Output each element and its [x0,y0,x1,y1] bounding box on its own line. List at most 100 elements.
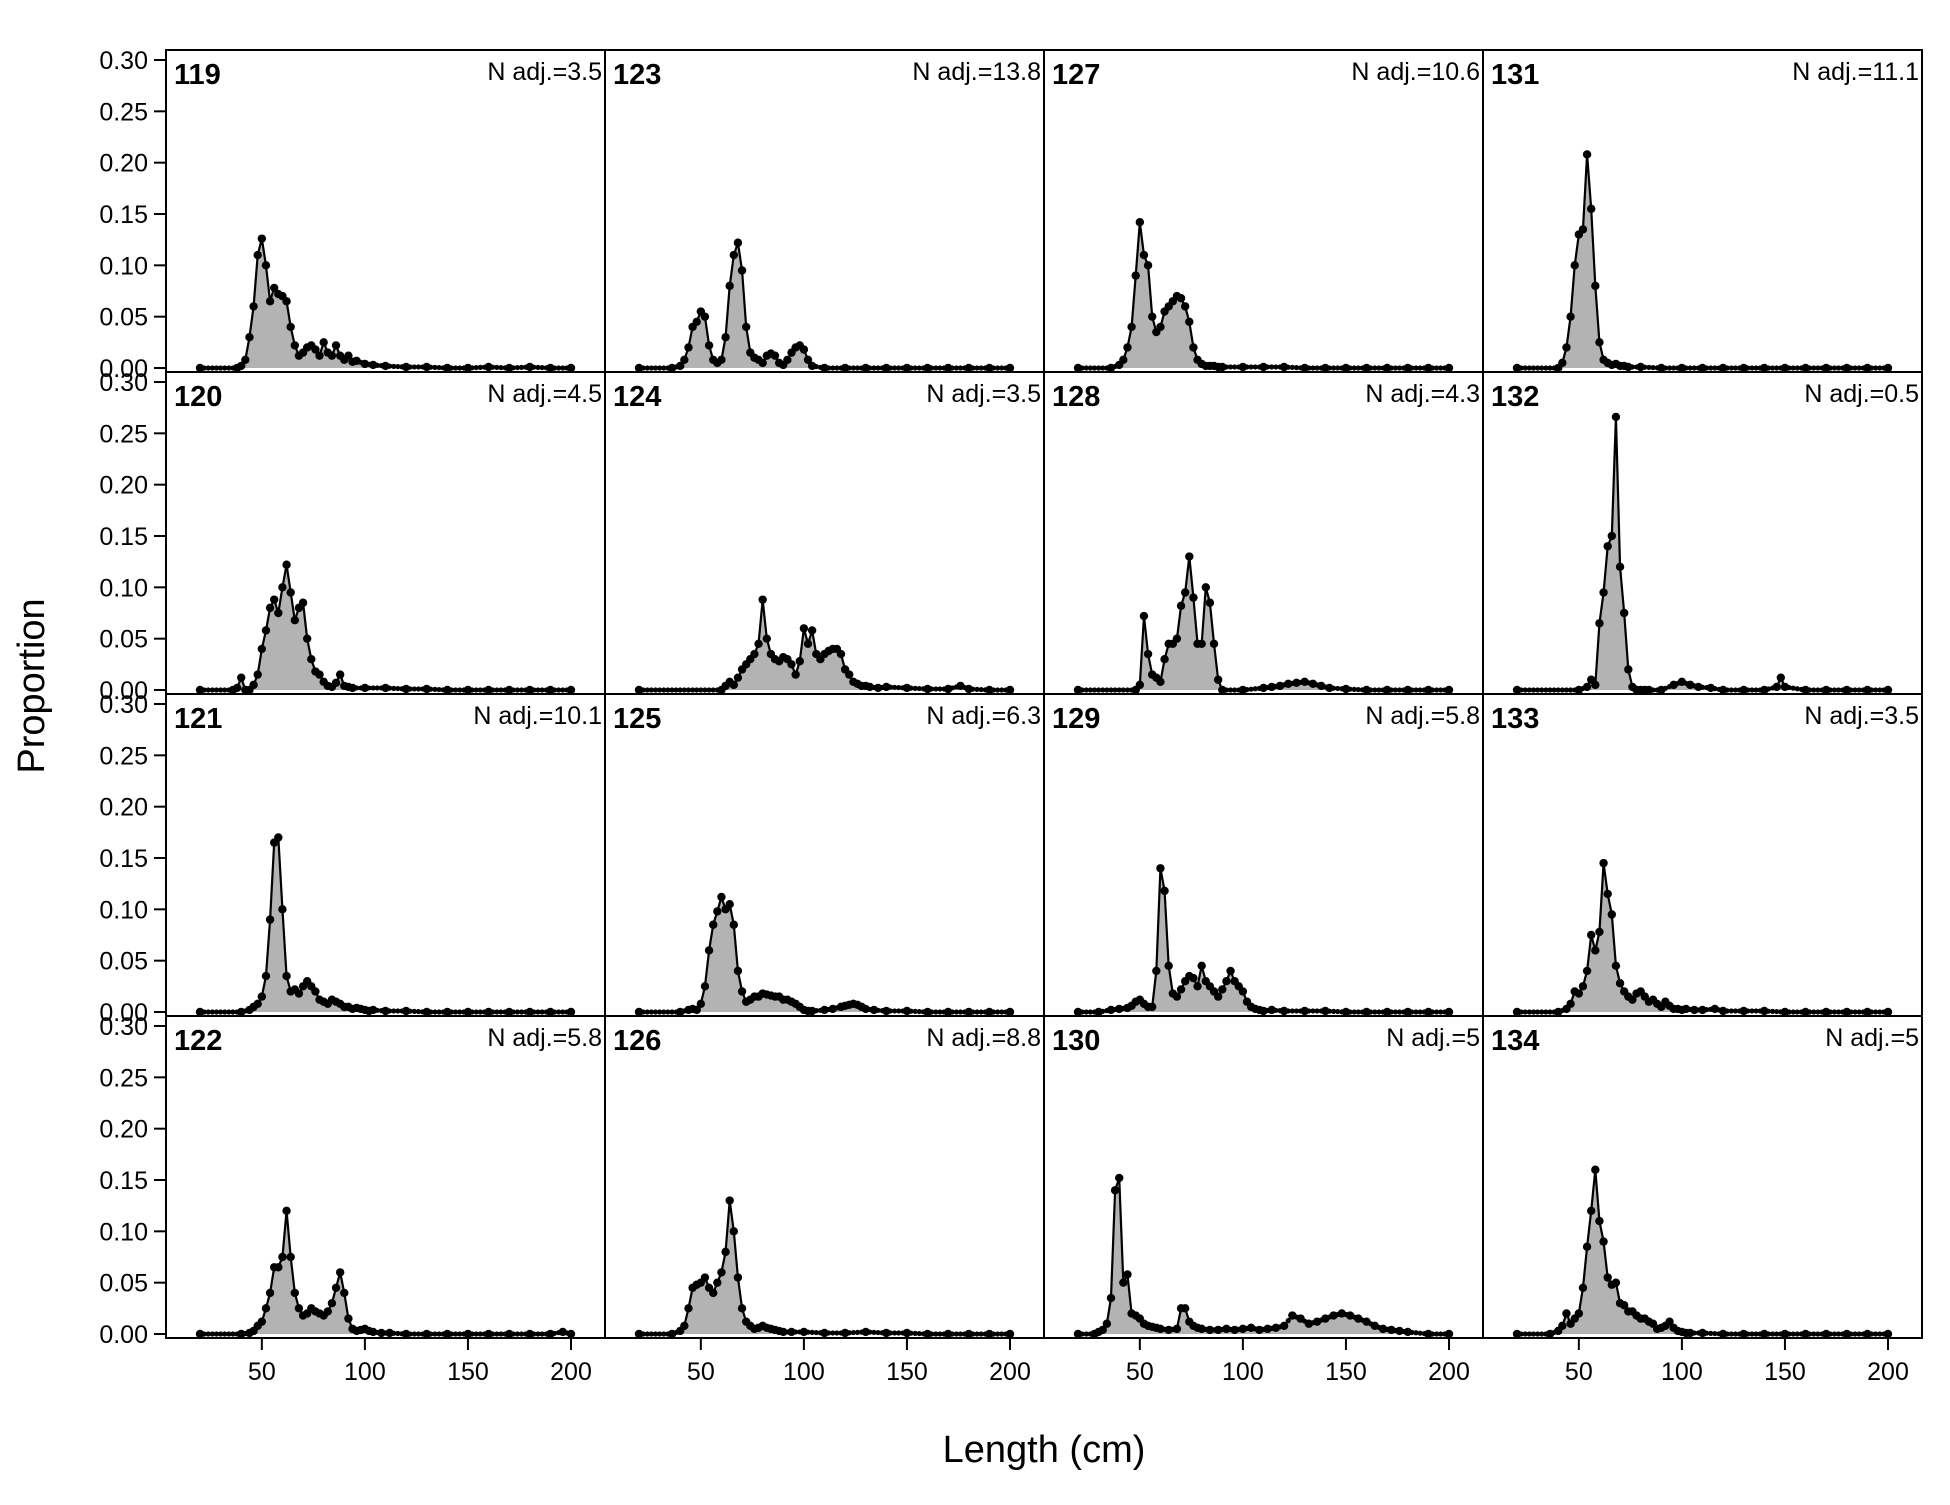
data-point [230,1331,236,1337]
data-point [484,1007,493,1017]
data-point [1619,1301,1629,1310]
data-point [1197,961,1206,970]
data-point [323,1307,332,1316]
data-point [237,1007,246,1017]
n-adj-label: N adj.=13.8 [912,58,1041,86]
data-point [854,365,861,371]
data-point [1005,685,1015,695]
data-point [783,355,792,364]
data-point [1685,1328,1695,1338]
n-adj-label: N adj.=5 [1386,1024,1480,1052]
data-point [290,615,300,625]
data-point [1595,1216,1604,1226]
data-point [1587,1206,1596,1216]
data-point [1769,1331,1776,1337]
data-point [933,686,939,692]
data-point [1222,1324,1231,1334]
data-point [1382,363,1392,373]
data-point [875,365,881,371]
panel-123: 123 N adj.=13.8 [604,49,1045,373]
data-point [1863,1329,1872,1339]
area-fill [1078,868,1449,1012]
data-point [560,687,566,693]
y-tick-label: 0.05 [99,304,148,332]
data-point [634,1329,644,1339]
data-point [964,1007,973,1017]
data-point [725,900,734,909]
data-point [978,365,984,371]
data-point [1317,681,1326,691]
y-tick-label: 0.25 [99,742,148,770]
data-point [1522,687,1528,693]
data-point [706,687,712,693]
data-point [1591,680,1600,690]
data-point [1801,363,1810,373]
data-point [452,1009,459,1015]
data-point [770,351,780,360]
panel-label: 126 [613,1025,661,1057]
data-point [432,1009,438,1015]
data-point [1083,1331,1089,1337]
data-point [436,1331,442,1337]
data-point [1392,365,1399,371]
data-point [1124,687,1131,693]
data-point [473,1009,479,1015]
panel-border [1482,693,1923,1017]
data-point [754,639,763,648]
data-point [1279,1006,1289,1016]
data-point [916,1330,922,1337]
data-point [1438,687,1444,693]
data-point [331,1283,341,1293]
data-point [473,364,479,371]
data-point [1321,363,1330,373]
data-point [1376,687,1382,693]
data-point [1615,979,1625,988]
data-point [1831,365,1838,371]
data-point [209,1009,215,1015]
panel-border [1043,693,1484,1017]
data-point [937,365,943,371]
data-point [290,341,300,350]
data-point [360,683,370,693]
data-point [395,685,401,692]
data-point [415,686,422,692]
data-point [1545,1329,1555,1339]
data-point [1562,343,1571,352]
data-point [1444,1329,1454,1339]
data-point [1780,682,1790,692]
data-points [634,595,1015,695]
data-point [1087,1009,1093,1015]
data-point [1226,966,1235,976]
data-point [673,687,679,693]
data-point [1230,1325,1239,1335]
data-point [669,687,675,693]
data-point [1434,1009,1440,1015]
data-point [836,649,846,659]
data-point [463,1329,473,1339]
data-point [1252,364,1258,370]
data-point [1657,685,1666,695]
data-point [713,1278,722,1287]
data-points [1512,150,1893,373]
data-point [974,365,980,371]
data-point [861,363,870,373]
data-point [558,1327,567,1337]
area-fill [200,1210,571,1334]
data-point [315,670,324,679]
x-axis-col-1: 50 100 150 200 [248,1338,592,1386]
data-point [1156,322,1165,332]
panel-130: 130 N adj.=5 [1043,1015,1484,1339]
data-point [1835,687,1842,693]
data-point [1438,365,1444,371]
data-point [902,1006,912,1016]
data-point [319,338,328,347]
data-point [1706,683,1715,693]
area-fill [200,564,571,690]
data-point [1271,1323,1281,1333]
y-tick-label: 0.25 [99,98,148,126]
data-point [1821,363,1831,373]
data-point [1434,1331,1440,1337]
data-point [999,1009,1005,1015]
data-point [415,364,422,370]
data-point [737,987,747,996]
